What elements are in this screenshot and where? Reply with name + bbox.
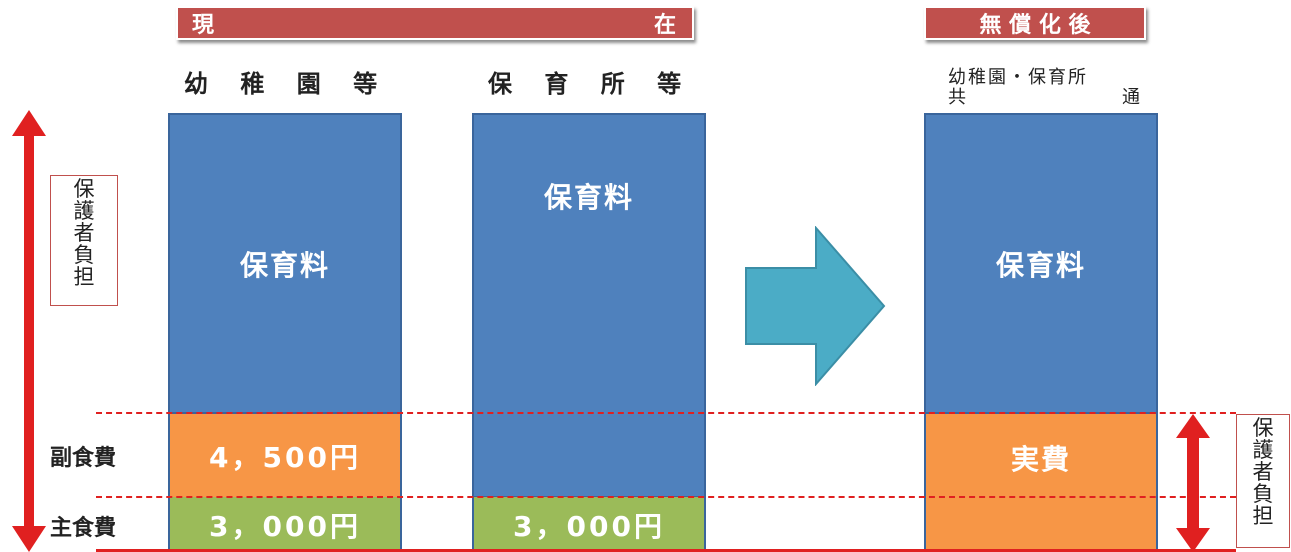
after-side-dish-value: 実費 bbox=[1010, 443, 1071, 476]
burden-char: 者 bbox=[73, 221, 95, 245]
header-after-label: 無 償 化 後 bbox=[979, 13, 1091, 38]
kindergarten-staple-segment: 3，000円 bbox=[168, 497, 402, 552]
nursery-staple-segment: 3，000円 bbox=[472, 497, 706, 552]
burden-box-right: 保 護 者 負 担 bbox=[1236, 414, 1290, 548]
column-after-line1: 幼稚園・保育所 bbox=[948, 67, 1088, 88]
burden-char: 担 bbox=[1252, 504, 1274, 528]
burden-arrow-left bbox=[12, 110, 46, 552]
burden-char: 保 bbox=[1252, 416, 1274, 440]
burden-char: 護 bbox=[1252, 438, 1274, 462]
nursery-fee-segment: 保育料 bbox=[472, 113, 706, 498]
after-fee-label: 保育料 bbox=[995, 248, 1086, 282]
transition-arrow-icon bbox=[745, 226, 886, 386]
burden-char: 負 bbox=[1252, 482, 1274, 506]
column-nursery: 保 育 所 等 bbox=[488, 70, 694, 98]
header-current: 現 在 bbox=[176, 6, 694, 40]
baseline bbox=[96, 549, 1236, 552]
kindergarten-fee-label: 保育料 bbox=[239, 248, 330, 282]
header-current-left: 現 bbox=[192, 13, 215, 38]
header-current-right: 在 bbox=[653, 13, 676, 38]
after-fee-segment: 保育料 bbox=[924, 113, 1158, 414]
burden-char: 護 bbox=[73, 199, 95, 223]
dashed-line-side-dish bbox=[96, 412, 1236, 414]
header-after: 無 償 化 後 bbox=[924, 6, 1146, 40]
nursery-fee-label: 保育料 bbox=[543, 180, 634, 214]
column-after-line2-left: 共 bbox=[948, 87, 966, 108]
row-label-staple: 主食費 bbox=[50, 516, 117, 541]
after-side-dish-segment: 実費 bbox=[924, 414, 1158, 552]
burden-char: 保 bbox=[73, 177, 95, 201]
burden-arrow-right bbox=[1176, 414, 1210, 552]
burden-char: 担 bbox=[73, 265, 95, 289]
burden-box-left: 保 護 者 負 担 bbox=[50, 175, 118, 306]
kindergarten-fee-segment: 保育料 bbox=[168, 113, 402, 414]
dashed-line-staple bbox=[96, 496, 1236, 498]
burden-char: 者 bbox=[1252, 460, 1274, 484]
kindergarten-staple-value: 3，000円 bbox=[209, 509, 361, 543]
kindergarten-side-dish-segment: 4，500円 bbox=[168, 414, 402, 497]
column-after-line2-right: 通 bbox=[1122, 87, 1140, 108]
kindergarten-side-dish-value: 4，500円 bbox=[209, 440, 361, 474]
nursery-staple-value: 3，000円 bbox=[513, 509, 665, 543]
column-kindergarten: 幼 稚 園 等 bbox=[184, 70, 390, 98]
row-label-side-dish: 副食費 bbox=[50, 446, 117, 471]
burden-char: 負 bbox=[73, 243, 95, 267]
